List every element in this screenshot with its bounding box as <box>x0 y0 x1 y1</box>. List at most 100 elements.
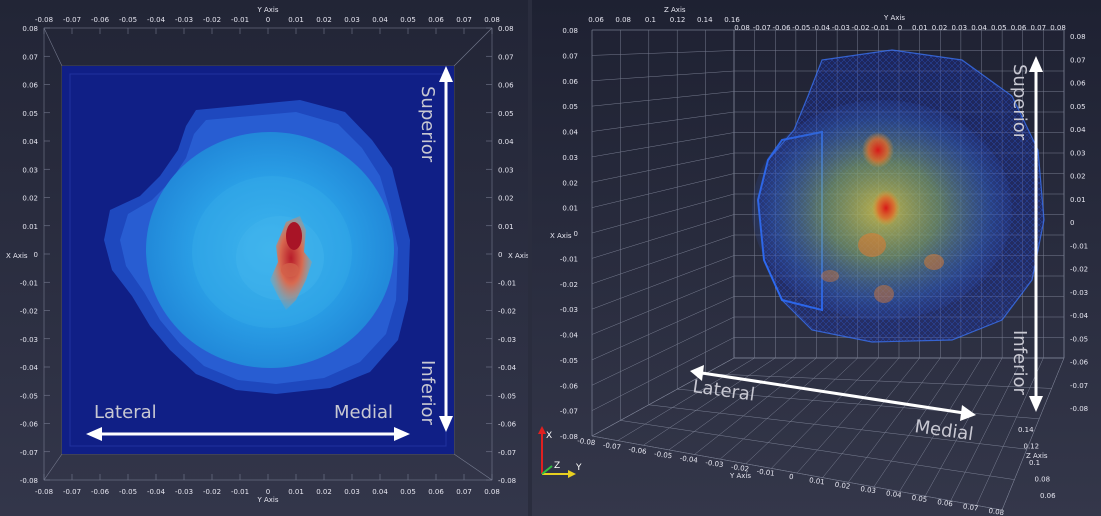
right-x-tick-label: -0.07 <box>560 408 578 416</box>
left-left-tick-label: 0.08 <box>22 25 38 33</box>
right-y-top-tick-label: 0.05 <box>991 24 1007 32</box>
right-y-bottom-tick-label: 0.07 <box>962 503 979 513</box>
right-x-tick-label-right: 0.08 <box>1070 33 1086 41</box>
left-label-superior: Superior <box>417 86 438 163</box>
right-y-bottom-tick-label: -0.03 <box>705 459 724 469</box>
right-y-top-tick-label: 0.07 <box>1030 24 1046 32</box>
right-z-side-tick-label: 0.12 <box>1024 443 1040 451</box>
right-y-bottom-tick-label: -0.06 <box>628 446 648 457</box>
right-y-top-tick-label: 0.02 <box>932 24 948 32</box>
left-bottom-tick-label: 0.06 <box>428 488 444 496</box>
right-y-top-tick-label: 0.04 <box>971 24 987 32</box>
right-y-top-tick-label: -0.01 <box>871 24 889 32</box>
right-y-bottom-tick-label: -0.02 <box>730 463 749 473</box>
right-y-top-tick-label: 0.08 <box>1050 24 1066 32</box>
right-y-bottom-tick-label: -0.07 <box>602 441 621 451</box>
right-x-tick-label: -0.03 <box>560 306 578 314</box>
left-label-lateral: Lateral <box>94 402 157 423</box>
right-y-top-tick-label: -0.03 <box>832 24 850 32</box>
left-top-tick-label: 0.07 <box>456 16 472 24</box>
left-left-tick-label: -0.07 <box>20 449 38 457</box>
left-bottom-tick-label: -0.05 <box>119 488 137 496</box>
left-right-tick-label: -0.07 <box>498 449 516 457</box>
left-top-tick-label: 0.02 <box>316 16 332 24</box>
left-left-tick-label: -0.03 <box>20 336 38 344</box>
right-diagonal-arrow <box>690 365 976 421</box>
left-view-panel: -0.08 -0.07 -0.06 -0.05 -0.04 -0.03 -0.02 -0.01… <box>0 0 528 516</box>
left-left-tick-label: 0.03 <box>22 166 38 174</box>
left-right-tick-label: -0.06 <box>498 421 517 429</box>
left-left-tick-label: -0.01 <box>20 279 38 287</box>
left-top-tick-label: -0.01 <box>231 16 249 24</box>
left-bottom-tick-label: -0.04 <box>147 488 166 496</box>
right-y-bottom-tick-label: -0.04 <box>679 454 699 465</box>
left-top-tick-label: -0.05 <box>119 16 137 24</box>
left-left-axis-title: X Axis <box>6 252 28 260</box>
right-z-top-tick-label: 0.14 <box>697 16 713 24</box>
left-left-tick-labels: 0.08 0.07 0.06 0.05 0.04 0.03 0.02 0.01 0 -0.01 -0… <box>20 25 39 485</box>
right-x-axis-title: X Axis <box>550 232 572 240</box>
right-x-tick-label: -0.06 <box>560 382 579 390</box>
right-y-top-tick-label: 0.06 <box>1011 24 1027 32</box>
right-y-bottom-tick-labels: -0.08 -0.07 -0.06 -0.05 -0.04 -0.03 -0.02 -0.01… <box>577 437 1005 516</box>
left-top-tick-label: 0.08 <box>484 16 500 24</box>
left-right-tick-label: 0 <box>498 251 502 259</box>
right-z-side-tick-label: 0.06 <box>1040 492 1056 500</box>
left-left-tick-label: -0.05 <box>20 392 38 400</box>
left-label-inferior: Inferior <box>417 360 438 426</box>
left-bottom-tick-label: 0.03 <box>344 488 360 496</box>
left-top-tick-label: 0 <box>266 16 270 24</box>
right-x-tick-label-right: 0 <box>1070 219 1074 227</box>
right-y-top-tick-label: -0.05 <box>792 24 810 32</box>
right-y-bottom-tick-label: 0 <box>789 473 795 482</box>
left-bottom-tick-label: -0.02 <box>203 488 221 496</box>
left-top-tick-label: -0.04 <box>147 16 166 24</box>
right-y-bottom-tick-label: -0.08 <box>577 437 596 447</box>
right-hotspot-upper <box>862 132 894 168</box>
right-x-tick-label: -0.01 <box>560 255 578 263</box>
right-x-tick-label-right: 0.03 <box>1070 149 1086 157</box>
right-x-tick-label-right: 0.04 <box>1070 126 1086 134</box>
left-core-volume <box>146 132 394 368</box>
left-right-tick-label: -0.05 <box>498 392 516 400</box>
right-x-tick-label-right: 0.06 <box>1070 80 1086 88</box>
right-x-tick-label: 0.01 <box>562 205 578 213</box>
right-x-tick-label-right: -0.07 <box>1070 382 1088 390</box>
right-z-top-tick-label: 0.06 <box>588 16 604 24</box>
left-left-tick-label: 0.05 <box>22 110 38 118</box>
left-hotspot <box>270 216 312 310</box>
right-x-tick-labels-right: 0.08 0.07 0.06 0.05 0.04 0.03 0.02 0.01 0 -0.01 -0… <box>1070 33 1089 413</box>
right-y-axis-title-top: Y Axis <box>883 14 905 22</box>
right-z-side-tick-label: 0.14 <box>1018 426 1034 434</box>
left-top-axis-title: Y Axis <box>256 6 278 14</box>
right-x-tick-label-right: -0.05 <box>1070 335 1088 343</box>
left-left-tick-label: 0.07 <box>22 53 38 61</box>
right-z-axis-title-side: Z Axis <box>1026 452 1048 460</box>
left-bottom-tick-label: 0.01 <box>288 488 304 496</box>
right-y-bottom-tick-label: 0.08 <box>988 507 1005 516</box>
right-z-top-tick-label: 0.1 <box>645 16 656 24</box>
left-top-tick-label: 0.05 <box>400 16 416 24</box>
right-z-side-tick-labels: 0.14 0.12 0.1 0.08 0.06 <box>1018 426 1056 500</box>
right-z-side-tick-label: 0.08 <box>1035 476 1051 484</box>
left-right-tick-labels: 0.08 0.07 0.06 0.05 0.04 0.03 0.02 0.01 0 -0.01 -0… <box>498 25 517 485</box>
left-right-tick-label: 0.08 <box>498 25 514 33</box>
orientation-y-label: Y <box>575 463 582 473</box>
right-label-inferior: Inferior <box>1009 330 1030 396</box>
left-left-tick-label: -0.06 <box>20 421 39 429</box>
left-right-tick-label: 0.07 <box>498 53 514 61</box>
right-label-superior: Superior <box>1009 64 1030 141</box>
left-top-tick-label: 0.06 <box>428 16 444 24</box>
right-x-tick-label-right: 0.01 <box>1070 196 1086 204</box>
right-z-top-tick-label: 0.12 <box>670 16 686 24</box>
right-x-tick-label: 0.04 <box>562 129 578 137</box>
left-bottom-tick-label: -0.06 <box>91 488 110 496</box>
left-left-tick-label: 0.04 <box>22 138 38 146</box>
right-x-tick-label-right: 0.05 <box>1070 103 1086 111</box>
orientation-x-label: X <box>546 431 552 441</box>
orientation-triad: X Z Y <box>538 426 582 478</box>
left-left-tick-label: -0.08 <box>20 477 38 485</box>
right-y-bottom-tick-label: -0.01 <box>756 467 775 477</box>
right-y-bottom-tick-label: 0.04 <box>886 489 903 499</box>
left-right-tick-label: 0.02 <box>498 195 514 203</box>
